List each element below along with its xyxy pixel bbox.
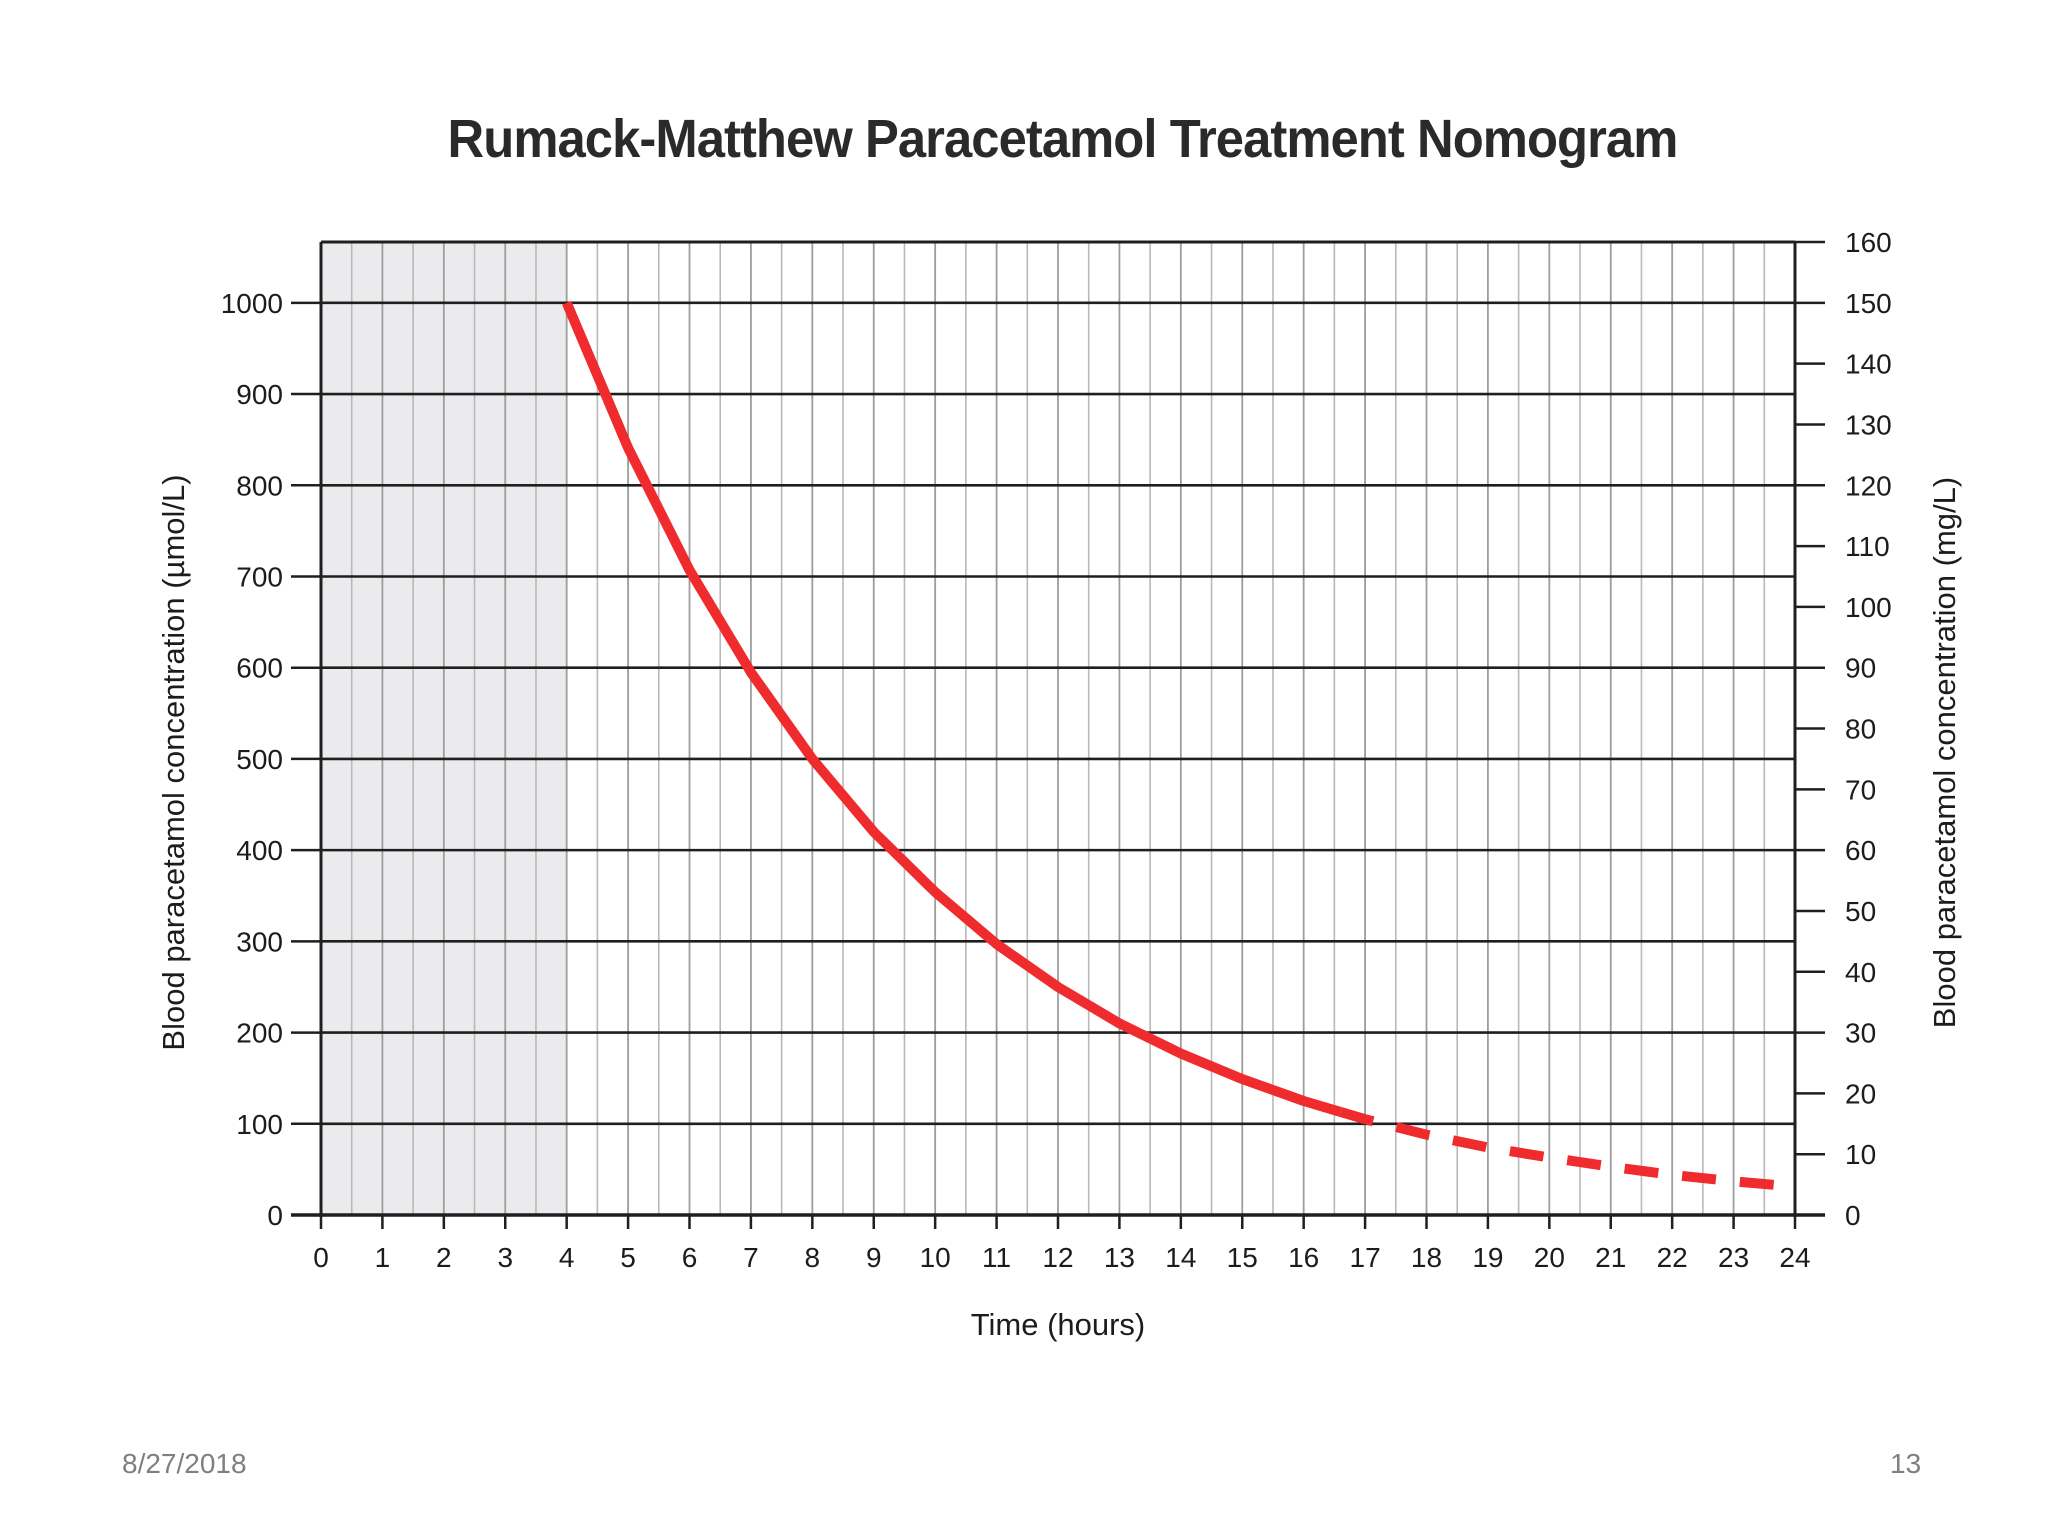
x-tick-label: 12 bbox=[1042, 1242, 1073, 1273]
y-right-tick-label: 100 bbox=[1845, 592, 1892, 623]
y-left-tick-label: 100 bbox=[236, 1109, 283, 1140]
y-left-tick-label: 0 bbox=[267, 1200, 283, 1231]
y-left-tick-label: 200 bbox=[236, 1018, 283, 1049]
x-tick-label: 3 bbox=[497, 1242, 513, 1273]
x-tick-label: 11 bbox=[982, 1242, 1011, 1273]
page-number: 13 bbox=[1890, 1448, 1922, 1479]
y-right-tick-label: 50 bbox=[1845, 896, 1876, 927]
y-left-tick-label: 400 bbox=[236, 835, 283, 866]
x-tick-label: 21 bbox=[1595, 1242, 1626, 1273]
y-left-tick-label: 600 bbox=[236, 653, 283, 684]
x-tick-label: 0 bbox=[313, 1242, 329, 1273]
y-left-tick-label: 1000 bbox=[221, 288, 283, 319]
y-left-tick-label: 700 bbox=[236, 561, 283, 592]
y-left-tick-label: 800 bbox=[236, 470, 283, 501]
x-tick-label: 6 bbox=[682, 1242, 698, 1273]
slide-title: Rumack-Matthew Paracetamol Treatment Nom… bbox=[447, 109, 1679, 169]
y-right-tick-label: 60 bbox=[1845, 835, 1876, 866]
x-tick-label: 4 bbox=[559, 1242, 575, 1273]
y-right-tick-label: 160 bbox=[1845, 227, 1892, 258]
y-right-tick-label: 10 bbox=[1845, 1139, 1876, 1170]
x-tick-label: 23 bbox=[1718, 1242, 1749, 1273]
x-tick-label: 22 bbox=[1657, 1242, 1688, 1273]
x-tick-label: 20 bbox=[1534, 1242, 1565, 1273]
minor-grid bbox=[350, 242, 1766, 1215]
x-axis-title: Time (hours) bbox=[971, 1307, 1146, 1342]
y-right-tick-label: 0 bbox=[1845, 1200, 1861, 1231]
x-tick-label: 5 bbox=[620, 1242, 636, 1273]
tick-marks bbox=[291, 240, 1825, 1229]
y-right-tick-label: 130 bbox=[1845, 409, 1892, 440]
x-tick-label: 24 bbox=[1779, 1242, 1810, 1273]
x-tick-label: 9 bbox=[866, 1242, 882, 1273]
x-tick-label: 13 bbox=[1104, 1242, 1135, 1273]
x-tick-label: 17 bbox=[1350, 1242, 1381, 1273]
x-tick-label: 10 bbox=[920, 1242, 951, 1273]
y-right-tick-label: 150 bbox=[1845, 288, 1892, 319]
y-left-tick-label: 500 bbox=[236, 744, 283, 775]
y-axis-right-title: Blood paracetamol concentration (mg/L) bbox=[1927, 477, 1962, 1028]
y-left-tick-label: 300 bbox=[236, 926, 283, 957]
major-grid bbox=[321, 301, 1795, 1126]
y-right-tick-label: 120 bbox=[1845, 470, 1892, 501]
y-right-tick-label: 30 bbox=[1845, 1018, 1876, 1049]
treatment-line-dashed bbox=[1339, 1107, 1796, 1192]
y-right-tick-label: 20 bbox=[1845, 1078, 1876, 1109]
x-tick-label: 14 bbox=[1165, 1242, 1196, 1273]
x-tick-label: 8 bbox=[805, 1242, 821, 1273]
x-tick-label: 16 bbox=[1288, 1242, 1319, 1273]
series-lines bbox=[562, 300, 1796, 1192]
tick-labels: 0 1 2 3 4 5 6 7 8 9 10 11 12 13 14 15 16 17 18 19 20 21 22 23 24… bbox=[221, 227, 1892, 1273]
x-tick-label: 15 bbox=[1227, 1242, 1258, 1273]
y-right-tick-label: 80 bbox=[1845, 714, 1876, 745]
x-tick-label: 2 bbox=[436, 1242, 452, 1273]
x-tick-label: 19 bbox=[1472, 1242, 1503, 1273]
y-right-tick-label: 40 bbox=[1845, 957, 1876, 988]
y-axis-left-title: Blood paracetamol concentration (µmol/L) bbox=[156, 474, 191, 1050]
y-right-tick-label: 140 bbox=[1845, 349, 1892, 380]
y-left-tick-label: 900 bbox=[236, 379, 283, 410]
x-tick-label: 18 bbox=[1411, 1242, 1442, 1273]
x-tick-label: 7 bbox=[743, 1242, 759, 1273]
footer-date: 8/27/2018 bbox=[122, 1448, 247, 1479]
treatment-line-solid bbox=[562, 300, 1342, 1117]
y-right-tick-label: 90 bbox=[1845, 653, 1876, 684]
y-right-tick-label: 110 bbox=[1845, 531, 1890, 562]
y-right-tick-label: 70 bbox=[1845, 774, 1876, 805]
x-tick-label: 1 bbox=[375, 1242, 391, 1273]
